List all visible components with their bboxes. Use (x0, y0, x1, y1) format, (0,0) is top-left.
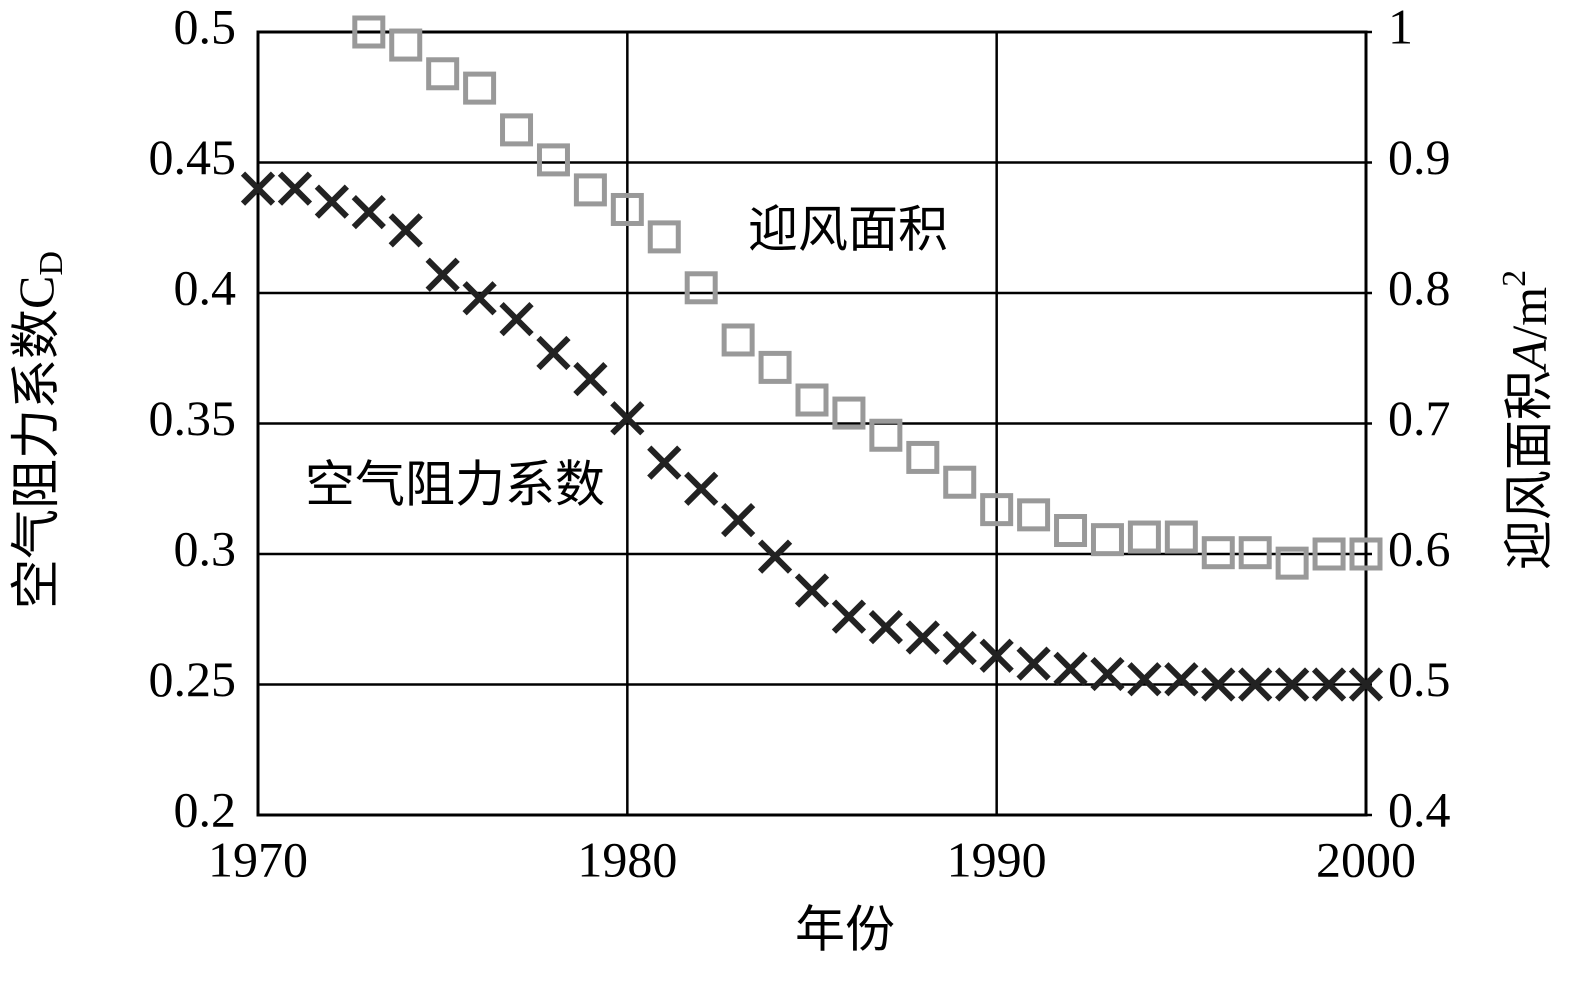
annotation: 空气阻力系数 (305, 456, 605, 512)
square-marker (1164, 520, 1198, 554)
square-marker (943, 465, 977, 499)
cross-marker (831, 599, 867, 634)
cross-marker (351, 194, 386, 230)
cross-marker (462, 281, 497, 316)
y2-tick-label: 0.7 (1388, 390, 1451, 446)
cross-marker (1127, 662, 1162, 697)
square-marker (795, 383, 829, 417)
y-tick-label: 0.3 (174, 520, 237, 576)
y2-tick-label: 0.6 (1388, 520, 1451, 576)
y-tick-label: 0.25 (149, 651, 237, 707)
y-tick-label: 0.2 (174, 781, 237, 837)
cross-marker (1164, 662, 1199, 697)
cross-marker (905, 620, 940, 655)
cross-marker (868, 609, 903, 645)
square-marker (1238, 536, 1272, 570)
x-axis-label: 年份 (795, 901, 895, 957)
cross-marker (1201, 667, 1236, 702)
square-marker (647, 220, 681, 254)
x-tick-label: 1990 (947, 831, 1047, 887)
cross-marker (1348, 667, 1384, 702)
y2-axis-label: 迎风面积A/m2 (1496, 270, 1558, 570)
y2-axis-label-var: A (1501, 339, 1557, 373)
cross-marker (1311, 667, 1347, 702)
square-marker (573, 173, 607, 207)
x-tick-label: 1970 (208, 831, 308, 887)
square-marker (1349, 537, 1383, 571)
cross-marker (757, 539, 793, 574)
square-marker (980, 493, 1014, 527)
cross-marker (1090, 656, 1125, 692)
cross-marker (684, 471, 719, 506)
y-tick-label: 0.4 (174, 259, 237, 315)
y2-axis-label-unit: /m (1501, 287, 1557, 340)
x-tick-label: 2000 (1316, 831, 1416, 887)
y-axis-label: 空气阻力系数CD (8, 251, 69, 609)
cross-marker (647, 445, 682, 480)
cross-marker (1016, 646, 1051, 681)
cross-marker (388, 213, 423, 248)
x-tick-label: 1980 (577, 831, 677, 887)
y2-tick-label: 0.9 (1388, 129, 1451, 185)
cross-marker (610, 401, 645, 436)
y2-tick-label: 1 (1388, 0, 1413, 54)
square-marker (610, 192, 644, 226)
annotation: 迎风面积 (748, 201, 948, 257)
cross-marker (1238, 667, 1273, 702)
y-tick-label: 0.5 (174, 0, 237, 54)
square-marker (1275, 546, 1309, 580)
square-marker (500, 113, 534, 147)
cross-marker (499, 301, 534, 337)
y2-tick-label: 0.4 (1388, 781, 1451, 837)
square-marker (463, 71, 497, 105)
cross-marker (536, 335, 571, 371)
square-marker (1090, 523, 1124, 557)
square-marker (536, 143, 570, 177)
square-marker (758, 350, 792, 384)
cross-marker (1053, 651, 1088, 686)
cross-marker (425, 257, 460, 292)
cross-marker (277, 171, 313, 206)
square-marker (1312, 537, 1346, 571)
y2-tick-label: 0.5 (1388, 651, 1451, 707)
y2-axis-label-text: 迎风面积 (1501, 370, 1557, 570)
plot-frame (256, 30, 1368, 817)
cross-marker (1275, 667, 1310, 702)
square-marker (426, 57, 460, 91)
cross-marker (721, 502, 756, 538)
y-axis-label-sub: D (33, 251, 70, 276)
square-marker (906, 440, 940, 474)
y2-axis-label-sup: 2 (1496, 270, 1533, 287)
square-marker (1201, 536, 1235, 570)
square-marker (1054, 514, 1088, 548)
square-marker (389, 28, 423, 62)
y2-tick-label: 0.8 (1388, 259, 1451, 315)
cross-marker (942, 630, 977, 666)
square-marker (1127, 520, 1161, 554)
cross-marker (979, 638, 1014, 673)
square-marker (869, 418, 903, 452)
square-marker (832, 396, 866, 430)
y-tick-label: 0.45 (149, 129, 237, 185)
cross-marker (314, 184, 349, 219)
cross-marker (573, 362, 608, 397)
y-axis-label-text: 空气阻力系数C (8, 276, 64, 609)
cross-marker (240, 171, 276, 206)
square-marker (352, 15, 386, 49)
square-marker (721, 323, 755, 357)
cross-marker (794, 573, 830, 608)
y-tick-label: 0.35 (149, 390, 237, 446)
square-marker (684, 271, 718, 305)
square-marker (1017, 498, 1051, 532)
